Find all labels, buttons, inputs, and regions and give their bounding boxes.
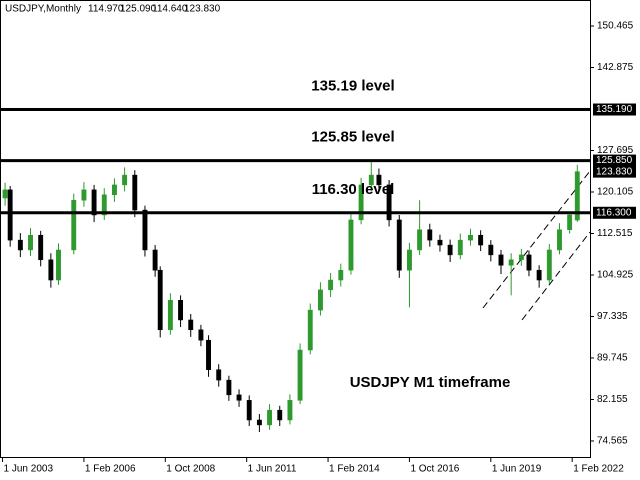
candle-body (468, 234, 473, 241)
level-annotation: 125.85 level (311, 129, 394, 146)
candle-body (198, 329, 204, 341)
header-low: 114.640 (152, 4, 188, 15)
candle-body (478, 234, 484, 246)
candle-body (338, 269, 344, 281)
x-tick-label: 1 Oct 2008 (166, 464, 215, 475)
trend-line (482, 170, 591, 309)
candle-body (48, 259, 54, 281)
candle-body (488, 244, 494, 256)
candle-body (386, 184, 392, 221)
candle-body (427, 229, 433, 241)
candle-body (317, 289, 323, 311)
x-tick-label: 1 Jun 2011 (248, 464, 297, 475)
candle-body (287, 400, 293, 421)
candle-body (447, 244, 453, 256)
level-label-box (593, 154, 636, 167)
y-tick-label: 82.155 (597, 394, 628, 405)
candle-body (246, 400, 252, 421)
level-annotation: 135.19 level (311, 77, 394, 94)
y-tick-label: 112.515 (597, 228, 633, 239)
candle-body (256, 419, 262, 426)
candle-body (152, 249, 158, 271)
header-close: 123.830 (184, 4, 221, 15)
level-label: 116.300 (596, 207, 632, 218)
y-tick-label: 74.565 (597, 436, 628, 447)
candle-body (508, 259, 514, 266)
candle-body (358, 184, 364, 221)
y-tick-label: 97.335 (597, 311, 628, 322)
price-label-box (593, 165, 636, 178)
candle-body (226, 379, 232, 396)
candle-body (574, 171, 580, 221)
candle-body (417, 229, 423, 251)
candle-body (206, 339, 211, 370)
candle-body (348, 219, 354, 271)
candle-body (101, 194, 107, 216)
candle-body (132, 174, 138, 211)
candle-body (188, 319, 194, 331)
candle-body (557, 229, 562, 251)
header-high: 125.090 (120, 4, 157, 15)
x-tick-label: 1 Feb 2014 (329, 464, 380, 475)
y-tick-label: 142.875 (597, 62, 634, 73)
y-tick-label: 89.745 (597, 353, 628, 364)
candle-body (567, 214, 573, 230)
candle-body (122, 174, 128, 186)
candle-body (277, 409, 283, 421)
candle-body (91, 189, 97, 216)
candle-body (111, 184, 117, 195)
plot-frame (0, 0, 591, 458)
x-tick-label: 1 Jun 2003 (4, 464, 54, 475)
candle-body (236, 394, 242, 401)
candle-body (142, 209, 148, 251)
candle-body (7, 189, 13, 241)
candle-body (17, 239, 23, 251)
x-tick-label: 1 Feb 2022 (573, 464, 624, 475)
y-tick-label: 120.105 (597, 187, 634, 198)
candle-body (167, 300, 173, 331)
candle-body (267, 409, 273, 426)
x-tick-label: 1 Oct 2016 (410, 464, 459, 475)
price-label: 123.830 (596, 166, 633, 177)
trend-line (521, 231, 591, 321)
candle-body (526, 254, 532, 271)
candle-body (536, 269, 542, 281)
level-label-box (593, 206, 636, 219)
header-open: 114.970 (88, 4, 124, 15)
candle-body (216, 369, 222, 381)
x-tick-label: 1 Feb 2006 (85, 464, 136, 475)
candle-body (81, 189, 87, 201)
candle-body (2, 189, 8, 199)
annotation: USDJPY M1 timeframe (350, 374, 511, 391)
candle-body (376, 174, 382, 186)
candle-body (368, 174, 374, 186)
candle-body (498, 254, 504, 266)
level-label: 125.850 (596, 155, 633, 166)
candle-body (56, 249, 61, 281)
candle-body (406, 249, 412, 271)
candle-body (546, 249, 552, 281)
candle-body (518, 254, 524, 261)
candle-body (457, 239, 463, 256)
level-label-box (593, 103, 636, 116)
candle-body (28, 234, 33, 251)
candle-body (307, 309, 313, 351)
candle-body (71, 199, 77, 251)
candle-body (38, 234, 44, 261)
y-tick-label: 150.465 (597, 21, 634, 32)
header-symbol: USDJPY,Monthly (5, 4, 81, 15)
x-tick-label: 1 Jun 2019 (492, 464, 542, 475)
y-tick-label: 127.695 (597, 145, 634, 156)
y-tick-label: 104.925 (597, 270, 634, 281)
candle-body (297, 349, 303, 401)
level-label: 135.190 (596, 104, 633, 115)
candle-body (178, 300, 184, 321)
candle-body (437, 239, 443, 246)
candle-body (328, 279, 334, 291)
candle-body (396, 219, 402, 271)
level-annotation: 116.30 level (312, 181, 395, 198)
candle-body (157, 269, 163, 331)
